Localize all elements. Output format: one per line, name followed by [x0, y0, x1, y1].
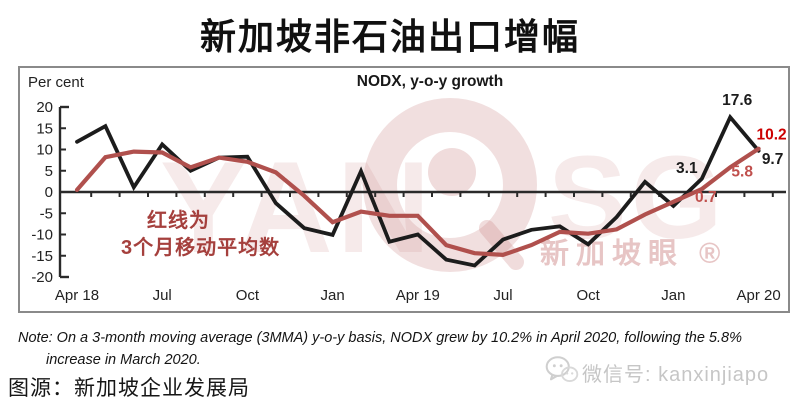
- image-source: 图源：新加坡企业发展局: [8, 377, 250, 400]
- y-axis-title: Per cent: [28, 74, 84, 91]
- page-title: 新加坡非石油出口增幅: [199, 16, 580, 57]
- chart-inner-title: NODX, y-o-y growth: [356, 73, 504, 90]
- red-line-note-line2: 3个月移动平均数: [121, 237, 281, 259]
- chart-panel: [18, 66, 790, 313]
- footnote-line2: increase in March 2020.: [46, 352, 201, 368]
- footnote-line1: Note: On a 3-month moving average (3MMA)…: [18, 330, 742, 346]
- red-line-note-line1: 红线为: [147, 210, 210, 232]
- wechat-id-watermark: 微信号: kanxinjiapo: [582, 364, 770, 386]
- wechat-icon: [545, 356, 579, 382]
